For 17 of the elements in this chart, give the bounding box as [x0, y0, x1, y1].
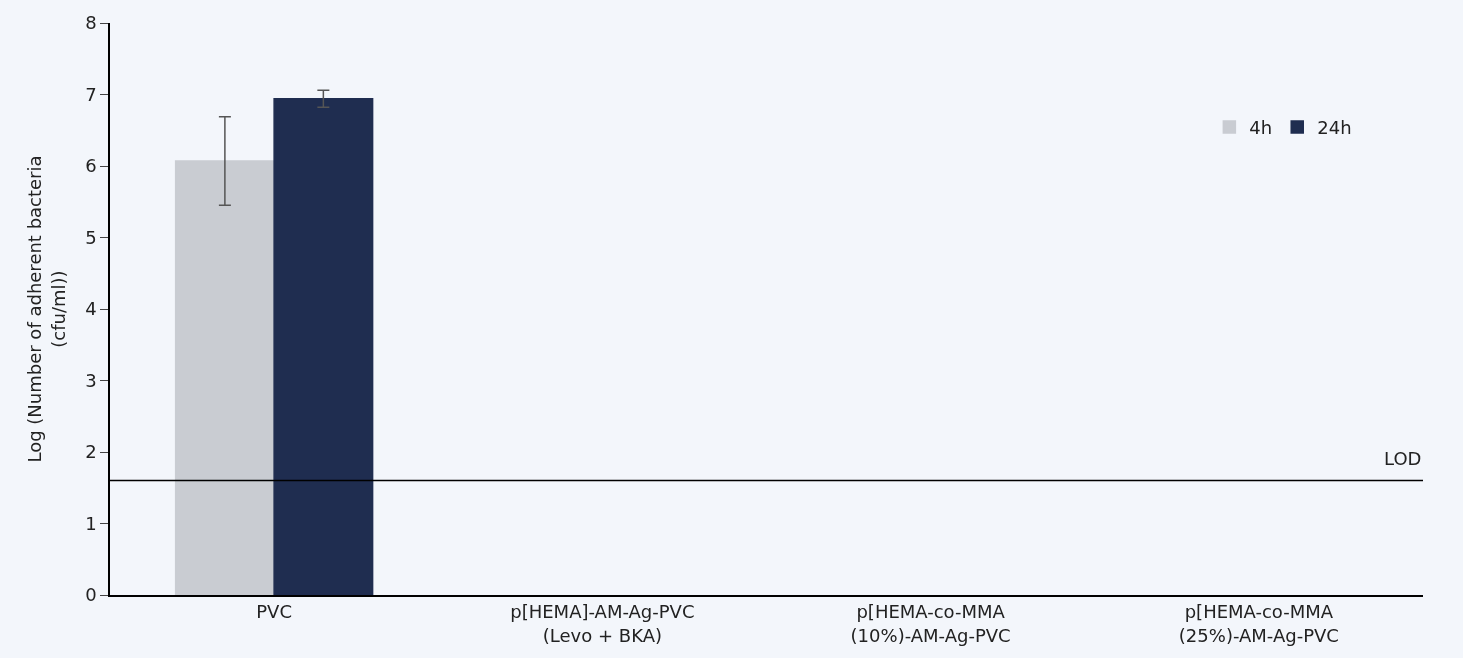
legend-label: 4h [1249, 117, 1273, 139]
y-tick-label: 5 [85, 226, 97, 248]
y-tick-label: 3 [85, 369, 97, 391]
y-tick-label: 2 [85, 441, 97, 463]
y-tick-label: 8 [85, 12, 97, 34]
y-tick-label: 1 [85, 512, 97, 534]
y-tick-label: 7 [85, 83, 97, 105]
legend-label: 24h [1317, 117, 1352, 139]
x-tick-label: p[HEMA-co-MMA (25%)-AM-Ag-PVC [1178, 601, 1339, 646]
y-axis-title: Log (Number of adherent bacteria (cfu/ml)) [24, 155, 69, 463]
y-tick-label: 4 [85, 298, 97, 320]
x-tick-label: p[HEMA]-AM-Ag-PVC (Levo + BKA) [510, 601, 695, 646]
x-tick-label: p[HEMA-co-MMA (10%)-AM-Ag-PVC [850, 601, 1011, 646]
ref-line-label: LOD [1384, 448, 1422, 469]
y-tick-label: 6 [85, 155, 97, 177]
x-tick-label: PVC [256, 601, 293, 623]
y-tick-label: 0 [85, 584, 97, 606]
